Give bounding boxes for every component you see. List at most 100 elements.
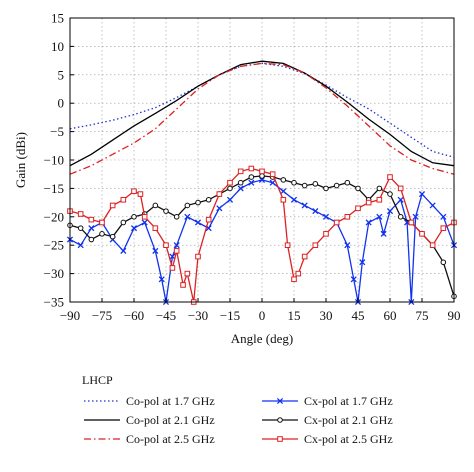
- data-point: [376, 213, 383, 220]
- legend-item: Cx-pol at 1.7 GHz: [262, 394, 393, 408]
- data-point: [88, 216, 95, 223]
- data-point: [344, 179, 351, 186]
- data-point: [77, 242, 84, 249]
- data-point: [333, 182, 340, 189]
- x-axis-label: Angle (deg): [231, 331, 293, 346]
- data-point: [141, 214, 148, 220]
- data-point: [99, 219, 105, 226]
- data-point: [237, 179, 244, 186]
- x-tick-label: 75: [416, 308, 429, 323]
- data-point: [173, 248, 180, 254]
- data-point: [169, 253, 176, 260]
- data-point: [205, 196, 212, 203]
- data-point: [418, 191, 426, 198]
- data-point: [323, 231, 329, 237]
- data-point: [163, 242, 169, 248]
- data-point: [376, 196, 383, 203]
- series-line: [69, 62, 455, 158]
- data-point: [323, 185, 329, 192]
- data-point: [412, 213, 419, 220]
- data-point: [173, 214, 180, 220]
- y-tick-label: −20: [44, 209, 64, 224]
- series-5: [67, 173, 457, 300]
- data-point: [419, 231, 425, 237]
- data-point: [120, 196, 127, 203]
- data-point: [301, 202, 308, 209]
- data-point: [280, 177, 287, 183]
- data-point: [312, 208, 319, 215]
- data-point: [429, 202, 436, 209]
- data-point: [269, 171, 276, 177]
- data-point: [269, 179, 276, 186]
- data-point: [350, 276, 357, 283]
- legend-item: Cx-pol at 2.1 GHz: [262, 413, 393, 427]
- y-tick-label: −35: [44, 295, 64, 310]
- series-3: [69, 62, 455, 175]
- data-point: [284, 242, 291, 248]
- x-tick-label: −15: [220, 308, 240, 323]
- data-point: [152, 225, 159, 231]
- data-point: [408, 219, 415, 226]
- data-point: [440, 259, 447, 266]
- data-point: [365, 199, 372, 206]
- data-point: [77, 211, 84, 217]
- data-point: [88, 225, 95, 232]
- legend-title: LHCP: [82, 373, 113, 387]
- series-6: [67, 165, 457, 305]
- data-point: [322, 213, 330, 220]
- data-point: [344, 214, 351, 220]
- data-point: [184, 202, 191, 209]
- data-point: [355, 205, 361, 212]
- data-point: [141, 219, 148, 226]
- data-point: [397, 196, 404, 203]
- data-point: [259, 168, 265, 175]
- legend-label: Cx-pol at 2.5 GHz: [304, 432, 393, 446]
- y-tick-label: 15: [51, 11, 64, 26]
- data-point: [77, 225, 84, 231]
- x-tick-label: 45: [352, 308, 365, 323]
- x-tick-label: −90: [60, 308, 80, 323]
- data-point: [440, 213, 447, 220]
- data-point: [365, 219, 372, 226]
- legend-item: Co-pol at 2.1 GHz: [84, 413, 215, 427]
- data-point: [386, 208, 394, 215]
- data-point: [258, 176, 266, 183]
- data-point: [312, 181, 319, 187]
- y-tick-label: 10: [51, 39, 64, 54]
- data-point: [158, 276, 165, 283]
- data-point: [248, 165, 255, 172]
- y-tick-label: −5: [50, 124, 64, 139]
- data-point: [259, 173, 265, 179]
- x-tick-label: 90: [448, 308, 461, 323]
- data-point: [120, 247, 127, 254]
- y-tick-label: 0: [58, 96, 65, 111]
- legend-marker: [277, 417, 283, 423]
- data-point: [88, 236, 95, 243]
- data-point: [387, 174, 393, 180]
- data-point: [184, 213, 191, 220]
- data-point: [359, 259, 366, 266]
- data-point: [216, 191, 223, 197]
- data-point: [195, 253, 201, 260]
- data-point: [333, 219, 340, 226]
- data-point: [301, 253, 308, 260]
- legend-marker: [276, 397, 284, 405]
- data-point: [312, 242, 319, 248]
- data-point: [131, 188, 137, 195]
- x-tick-label: 15: [288, 308, 301, 323]
- data-point: [344, 242, 351, 249]
- y-tick-label: −10: [44, 153, 64, 168]
- axis-ticks: −90 −75 −60 −45 −30 −15 0 15 30 45 60 75 90 −35 −30 −25…: [44, 11, 461, 324]
- data-point: [194, 219, 202, 226]
- x-tick-label: −60: [124, 308, 144, 323]
- data-point: [237, 168, 244, 175]
- series-line: [69, 62, 455, 175]
- data-point: [237, 185, 244, 192]
- data-point: [301, 182, 308, 189]
- series-2: [69, 60, 455, 167]
- series-line: [69, 60, 455, 167]
- data-point: [227, 179, 233, 186]
- data-point: [248, 174, 255, 180]
- data-point: [216, 205, 223, 212]
- y-tick-label: −30: [44, 266, 64, 281]
